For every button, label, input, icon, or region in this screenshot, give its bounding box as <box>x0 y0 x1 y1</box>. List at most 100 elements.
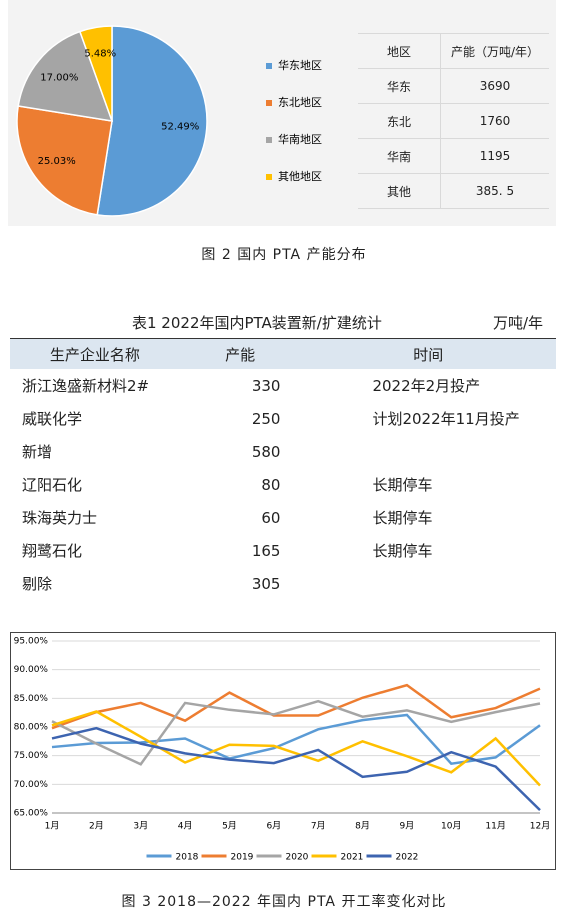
x-tick-label: 7月 <box>311 821 326 832</box>
table-row: 翔鹭石化 165 长期停车 <box>10 534 556 567</box>
table-cell: 330 <box>251 376 281 395</box>
x-tick-label: 12月 <box>530 821 550 832</box>
table-cell: 珠海英力士 <box>22 509 98 527</box>
legend-swatch <box>266 174 272 180</box>
table-cell: 80 <box>261 475 281 494</box>
legend-label: 2019 <box>231 853 254 863</box>
table-row: 辽阳石化 80 长期停车 <box>10 468 556 501</box>
table-cell: 1195 <box>440 138 549 174</box>
table-row: 华南 1195 <box>358 138 549 174</box>
x-tick-label: 6月 <box>266 821 281 832</box>
header-cell: 地区 <box>358 33 441 69</box>
legend-swatch <box>266 100 272 106</box>
header-row: 生产企业名称 产能 时间 <box>10 338 556 369</box>
y-tick-label: 80.00% <box>14 723 49 733</box>
table: 生产企业名称 产能 时间浙江逸盛新材料2# 330 2022年2月投产威联化学 250 计划… <box>10 338 556 600</box>
figure-3-frame <box>10 632 556 870</box>
table-cell: 威联化学 <box>22 410 83 428</box>
table-row: 威联化学 250 计划2022年11月投产 <box>10 402 556 435</box>
table-row: 其他 385. 5 <box>358 173 549 209</box>
x-tick-label: 10月 <box>441 821 461 832</box>
table-cell: 翔鹭石化 <box>22 542 83 560</box>
table-cell <box>300 435 556 468</box>
legend-label: 东北地区 <box>278 96 322 109</box>
y-tick-label: 65.00% <box>14 809 49 819</box>
legend-label: 2021 <box>341 853 364 863</box>
pie-slice <box>17 30 114 122</box>
line-chart: 65.00% 70.00% 75.00% 80.00% 85.00% 90.00% 95.0… <box>14 637 551 863</box>
x-tick-label: 5月 <box>222 821 237 832</box>
table-row: 浙江逸盛新材料2# 330 2022年2月投产 <box>10 369 556 402</box>
table-cell: 计划2022年11月投产 <box>372 410 520 428</box>
table-cell: 580 <box>251 442 281 461</box>
data-label: 17.00% <box>40 72 78 83</box>
table-cell: 浙江逸盛新材料2# <box>22 377 150 395</box>
data-label: 52.49% <box>161 121 199 132</box>
table-row: 珠海英力士 60 长期停车 <box>10 501 556 534</box>
figure-caption: 图 3 2018—2022 年国内 PTA 开工率变化对比 <box>121 894 447 910</box>
table-row: 东北 1760 <box>358 103 549 139</box>
y-tick-label: 75.00% <box>14 751 49 761</box>
x-tick-label: 3月 <box>133 821 148 832</box>
table-cell: 1760 <box>440 103 549 139</box>
table-cell: 250 <box>251 409 281 428</box>
y-tick-label: 95.00% <box>14 637 49 647</box>
legend-label: 其他地区 <box>278 170 322 183</box>
table-cell: 长期停车 <box>372 542 433 560</box>
figure-caption: 图 2 国内 PTA 产能分布 <box>201 247 367 263</box>
x-tick-label: 9月 <box>400 821 415 832</box>
table-cell: 其他 <box>358 173 441 209</box>
x-tick-label: 4月 <box>178 821 193 832</box>
series-line <box>51 710 541 787</box>
header-cell: 产能（万吨/年） <box>440 33 549 69</box>
legend-label: 2020 <box>286 853 309 863</box>
table-cell: 长期停车 <box>372 509 433 527</box>
table-unit: 万吨/年 <box>493 314 544 332</box>
table-cell: 新增 <box>22 443 53 461</box>
legend-label: 华东地区 <box>278 58 322 72</box>
table-cell: 东北 <box>358 103 441 139</box>
table-cell <box>300 567 556 600</box>
table-row: 剔除 305 <box>10 567 556 600</box>
table-cell: 辽阳石化 <box>22 476 83 494</box>
header-cell: 生产企业名称 <box>10 338 180 369</box>
x-tick-label: 11月 <box>485 821 505 832</box>
table-cell: 长期停车 <box>372 476 433 494</box>
pie-slice <box>78 25 113 122</box>
table-cell: 华东 <box>358 68 441 104</box>
legend-label: 2018 <box>176 853 199 863</box>
y-tick-label: 70.00% <box>14 780 49 790</box>
table-row: 华东 3690 <box>358 68 549 104</box>
legend-label: 华南地区 <box>278 132 322 146</box>
series-line <box>51 699 541 766</box>
table-cell: 305 <box>251 574 281 593</box>
series-line <box>51 726 541 812</box>
data-label: 25.03% <box>38 156 76 167</box>
legend-swatch <box>266 63 272 69</box>
x-tick-label: 1月 <box>45 821 60 832</box>
header-cell: 产能 <box>179 338 301 369</box>
series-line <box>51 713 541 766</box>
table-cell: 165 <box>251 541 281 560</box>
table-cell: 3690 <box>440 68 549 104</box>
header-row: 地区 产能（万吨/年） <box>358 33 549 69</box>
y-tick-label: 90.00% <box>14 665 49 675</box>
x-tick-label: 8月 <box>355 821 370 832</box>
header-cell: 时间 <box>300 338 556 369</box>
x-tick-label: 2月 <box>89 821 104 832</box>
table-cell: 2022年2月投产 <box>372 377 481 395</box>
pie-slice <box>16 105 113 216</box>
legend-swatch <box>266 137 272 143</box>
pie-chart: 52.49% 华东地区 25.03% 东北地区 17.00% 华南地区 5.48% 其他地区 <box>16 25 322 217</box>
table-cell: 60 <box>261 508 281 527</box>
data-label: 5.48% <box>84 49 116 60</box>
region-table: 地区 产能（万吨/年） 华东 3690 东北 1760 华南 1195 其他 385. 5 <box>358 33 549 209</box>
table-cell: 剔除 <box>22 575 53 593</box>
table-cell: 385. 5 <box>440 173 549 209</box>
table-row: 新增 580 <box>10 435 556 468</box>
y-tick-label: 85.00% <box>14 694 49 704</box>
legend-label: 2022 <box>396 853 419 863</box>
series-line <box>51 683 541 730</box>
table-title: 表1 2022年国内PTA装置新/扩建统计 <box>132 314 382 332</box>
